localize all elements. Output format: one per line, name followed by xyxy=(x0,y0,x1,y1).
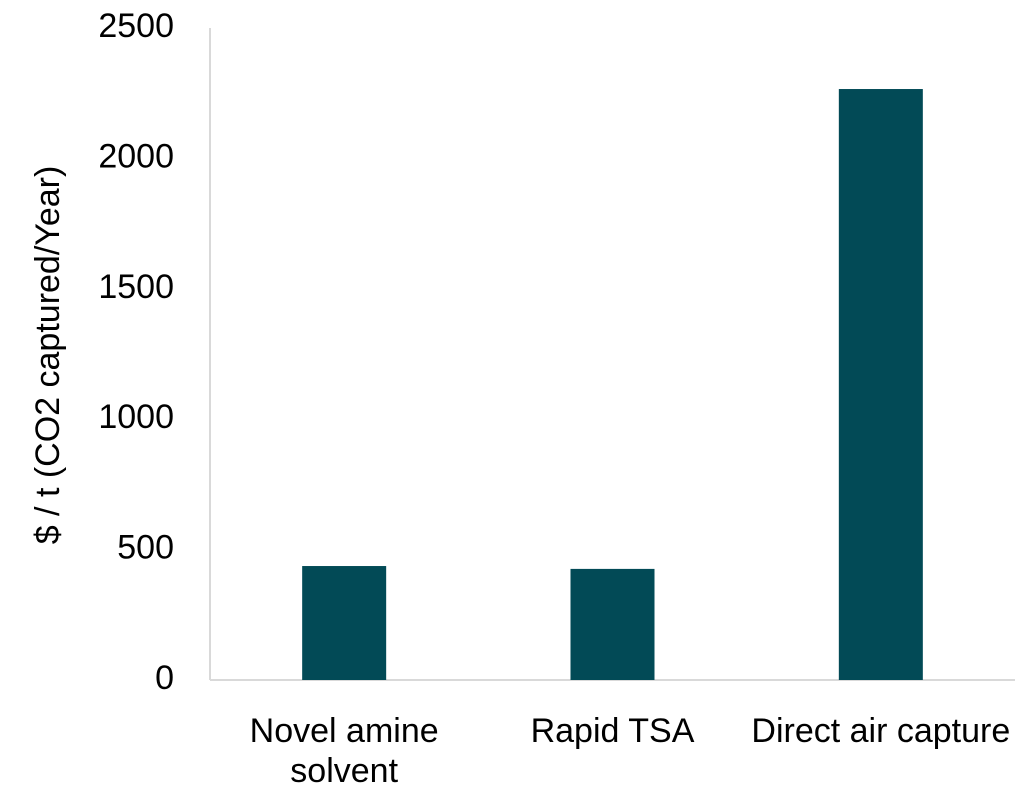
y-axis-label: $ / t (CO2 captured/Year) xyxy=(29,166,67,545)
y-tick-label: 0 xyxy=(155,659,174,697)
y-tick-label: 2000 xyxy=(98,137,174,175)
bar xyxy=(302,566,387,680)
bar xyxy=(838,89,923,680)
y-tick-label: 1500 xyxy=(98,268,174,306)
x-tick-label: Novel amine solvent xyxy=(249,712,439,790)
y-tick-label: 500 xyxy=(117,529,174,567)
y-tick-label: 2500 xyxy=(98,7,174,45)
y-tick-label: 1000 xyxy=(98,398,174,436)
bar xyxy=(570,568,655,680)
x-tick-label: Direct air capture xyxy=(751,712,1011,750)
x-tick-label: Rapid TSA xyxy=(530,712,695,750)
